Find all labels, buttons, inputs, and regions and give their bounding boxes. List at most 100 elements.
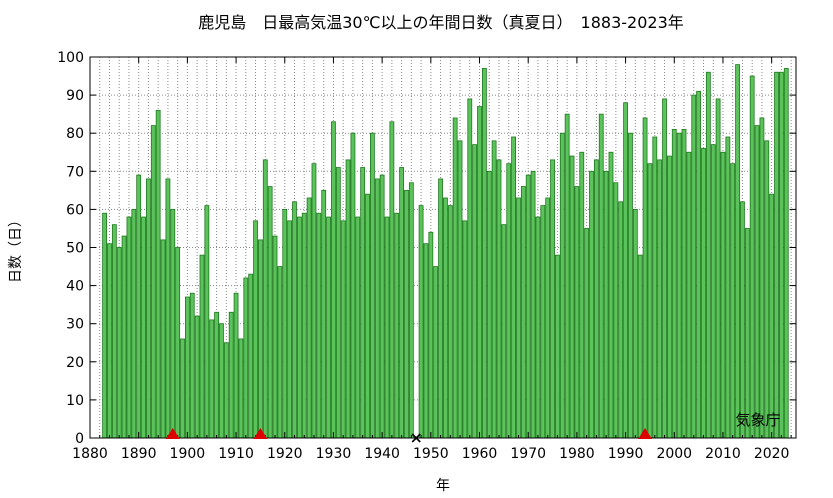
bar bbox=[184, 296, 190, 439]
x-tick-label: 1940 bbox=[364, 446, 400, 462]
bar bbox=[598, 113, 604, 439]
bar bbox=[545, 197, 551, 439]
bar bbox=[116, 247, 122, 439]
bar bbox=[146, 178, 151, 439]
bar bbox=[355, 216, 361, 439]
bar bbox=[720, 151, 726, 439]
bar bbox=[744, 228, 750, 439]
bar bbox=[559, 132, 565, 439]
bar bbox=[141, 216, 146, 439]
bar bbox=[126, 216, 132, 439]
bar bbox=[311, 163, 317, 439]
bar bbox=[642, 117, 648, 439]
bar bbox=[667, 155, 672, 439]
x-tick-label: 1910 bbox=[218, 446, 254, 462]
bar bbox=[296, 216, 302, 439]
bar bbox=[486, 170, 492, 439]
bar bbox=[438, 178, 443, 439]
bar bbox=[491, 140, 497, 439]
bar bbox=[243, 277, 249, 439]
bar bbox=[418, 205, 424, 439]
bar bbox=[389, 121, 395, 439]
marker-triangle bbox=[638, 428, 653, 439]
bar bbox=[774, 71, 779, 439]
bar bbox=[306, 197, 312, 439]
bar bbox=[199, 254, 205, 439]
bar bbox=[248, 273, 254, 439]
y-tick-label: 40 bbox=[66, 279, 84, 295]
x-tick-label: 1880 bbox=[72, 446, 108, 462]
bar bbox=[769, 193, 775, 439]
bar bbox=[233, 292, 239, 439]
bar bbox=[301, 212, 307, 439]
bar bbox=[121, 235, 127, 439]
x-tick-label: 1970 bbox=[510, 446, 546, 462]
bar bbox=[374, 178, 380, 439]
y-tick-label: 30 bbox=[66, 317, 84, 333]
y-tick-label: 80 bbox=[66, 126, 84, 142]
bar bbox=[647, 163, 653, 439]
marker-triangle bbox=[165, 428, 180, 439]
axis-ticks: 0 10 20 30 40 50 60 70 80 90 100 1880 1890 1900 1910 19… bbox=[57, 50, 796, 462]
bar bbox=[107, 243, 112, 439]
bar bbox=[754, 125, 760, 439]
bar bbox=[496, 159, 502, 439]
bar bbox=[623, 102, 628, 439]
bar bbox=[740, 201, 745, 439]
bar bbox=[219, 323, 224, 439]
bar bbox=[681, 128, 687, 439]
bar bbox=[228, 311, 234, 439]
bar bbox=[613, 182, 619, 439]
bar bbox=[447, 205, 453, 439]
bar bbox=[370, 132, 375, 439]
bar bbox=[155, 109, 161, 439]
bars bbox=[102, 64, 789, 439]
bar bbox=[506, 163, 512, 439]
bar bbox=[472, 144, 478, 439]
chart-title: 鹿児島 日最高気温30℃以上の年間日数（真夏日） 1883-2023年 bbox=[198, 13, 684, 32]
bar bbox=[131, 208, 137, 439]
marker-cross bbox=[411, 433, 421, 443]
bar bbox=[175, 247, 181, 439]
bar bbox=[384, 216, 390, 439]
bar bbox=[267, 186, 273, 439]
bar bbox=[335, 167, 341, 439]
bar bbox=[730, 163, 736, 439]
bar bbox=[691, 94, 697, 439]
bar bbox=[735, 64, 740, 439]
bar bbox=[350, 132, 356, 439]
bar bbox=[457, 140, 463, 439]
bar bbox=[516, 197, 521, 439]
bar bbox=[725, 136, 731, 439]
bar bbox=[272, 235, 278, 439]
x-axis-label: 年 bbox=[436, 478, 450, 494]
bar bbox=[253, 220, 258, 439]
credit-label: 気象庁 bbox=[735, 411, 780, 429]
x-tick-label: 1990 bbox=[608, 446, 644, 462]
bar bbox=[365, 193, 370, 439]
bar bbox=[287, 220, 293, 439]
bar bbox=[525, 174, 531, 439]
bar bbox=[160, 239, 166, 439]
bar bbox=[608, 151, 614, 439]
bar bbox=[214, 311, 219, 439]
bar bbox=[360, 167, 366, 439]
bar bbox=[180, 338, 185, 439]
bar bbox=[326, 216, 331, 439]
bar bbox=[657, 159, 663, 439]
bar bbox=[701, 148, 706, 439]
x-tick-label: 1930 bbox=[316, 446, 352, 462]
bar bbox=[150, 125, 156, 439]
bar bbox=[603, 170, 609, 439]
bar bbox=[433, 266, 439, 439]
y-tick-label: 60 bbox=[66, 202, 84, 218]
bar bbox=[550, 159, 555, 439]
bar bbox=[715, 98, 721, 439]
bar bbox=[423, 243, 429, 439]
x-tick-label: 1960 bbox=[462, 446, 498, 462]
bar bbox=[662, 98, 667, 439]
bar bbox=[783, 68, 789, 439]
marker-triangle bbox=[253, 428, 268, 439]
bar bbox=[584, 228, 590, 439]
